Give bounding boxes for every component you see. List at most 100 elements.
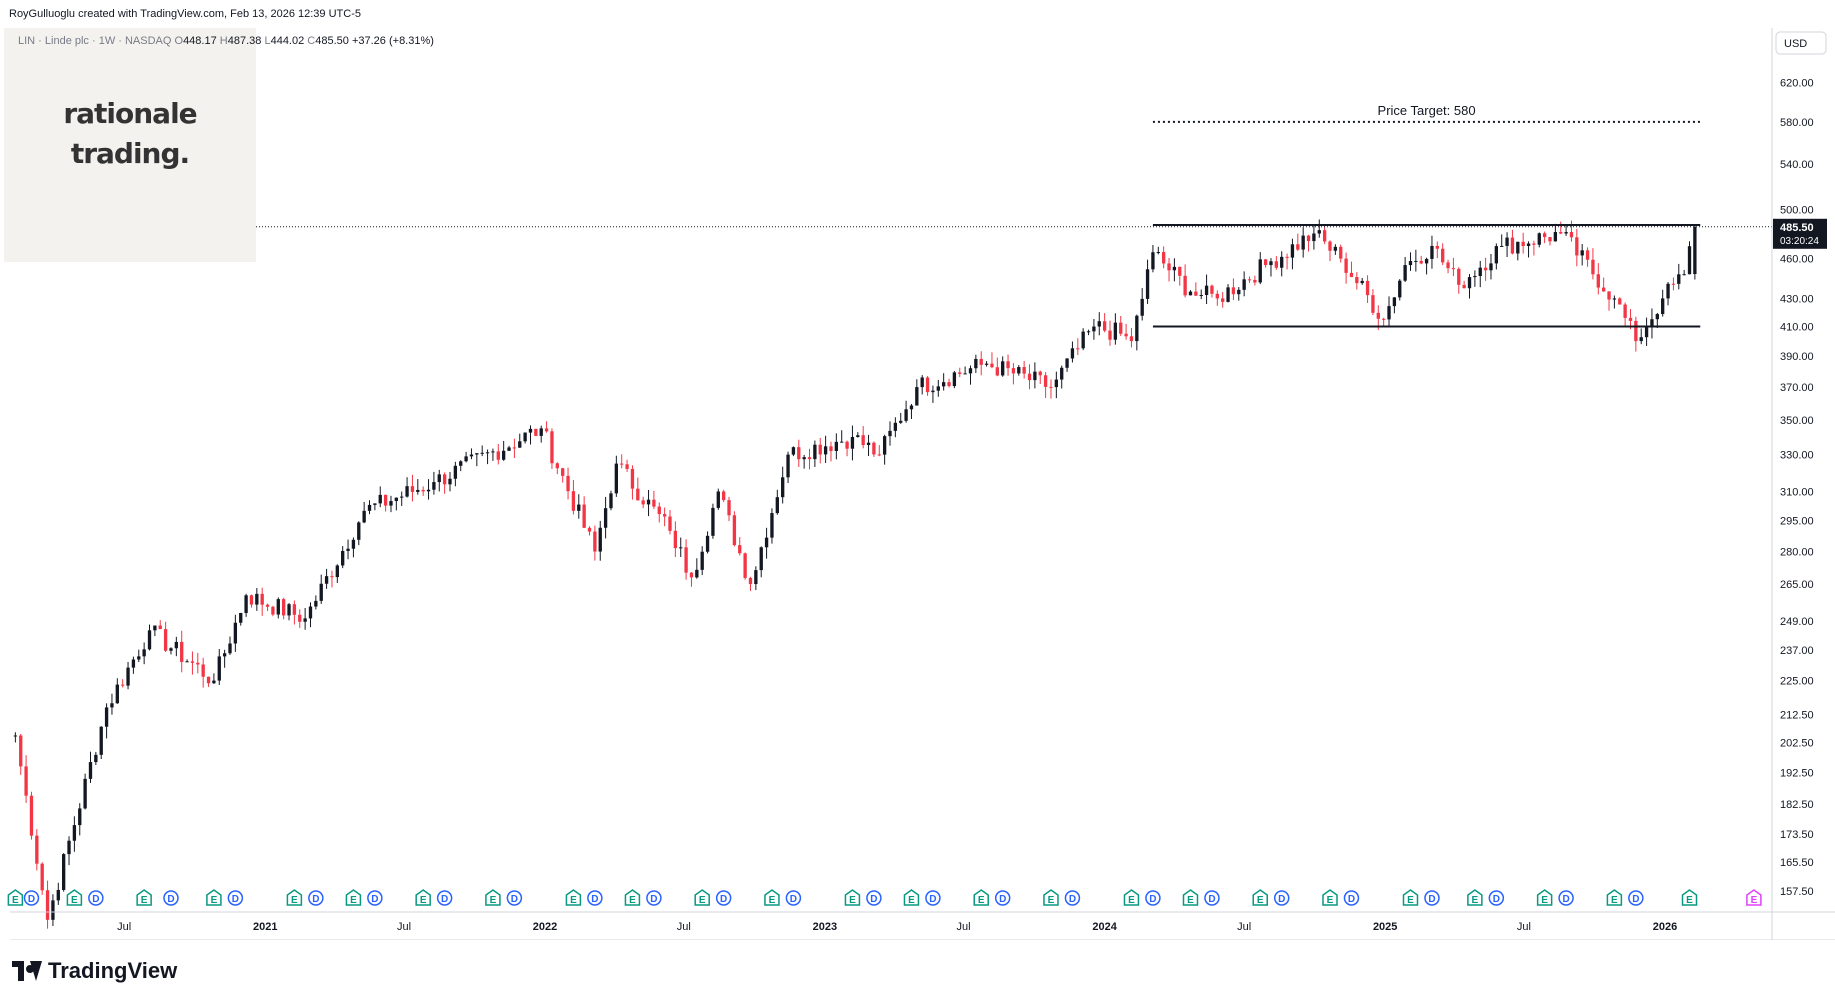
candle-body <box>673 530 678 549</box>
price-tick-label: 390.00 <box>1780 351 1814 363</box>
candle-body <box>1457 268 1461 285</box>
candle-body <box>807 457 812 460</box>
candle-body <box>308 606 313 619</box>
candle-body <box>630 468 635 489</box>
candle-body <box>163 629 168 651</box>
candle-body <box>614 463 619 494</box>
earnings-marker-letter: E <box>420 895 427 906</box>
time-tick-label: 2026 <box>1653 921 1677 933</box>
earnings-marker-icon <box>565 889 582 906</box>
earnings-marker-letter: E <box>1048 895 1055 906</box>
candle-body <box>1537 233 1541 245</box>
earnings-marker-icon <box>1043 889 1059 906</box>
time-tick-label: Jul <box>677 921 691 933</box>
watermark-line2: trading. <box>70 137 190 170</box>
price-tick-label: 310.00 <box>1780 486 1814 498</box>
price-chart[interactable]: Price Target: 580 E D E D E D E D E D E D E D E D E D E D E D… <box>0 0 1835 940</box>
candle-body <box>936 386 940 391</box>
symbol-name: LIN · Linde plc · 1W · NASDAQ <box>18 35 172 47</box>
candle-body <box>984 363 989 365</box>
candle-body <box>1092 326 1096 332</box>
candle-body <box>1188 291 1193 296</box>
candle-body <box>1322 230 1327 242</box>
candle-body <box>1419 260 1423 264</box>
candle-body <box>126 667 130 686</box>
candle-body <box>1317 230 1321 234</box>
earnings-marker-icon <box>973 889 989 906</box>
tradingview-logo[interactable]: TradingView <box>12 958 177 984</box>
candle-body <box>609 493 613 509</box>
earnings-marker-letter: E <box>1751 895 1758 906</box>
price-tick-label: 330.00 <box>1780 450 1814 462</box>
earnings-marker-icon <box>764 889 780 906</box>
candle-body <box>190 661 195 663</box>
candle-body <box>888 430 892 437</box>
candle-body <box>582 504 586 528</box>
candle-body <box>711 507 715 536</box>
dividend-marker-letter: D <box>1278 894 1285 905</box>
earnings-marker-icon <box>844 889 861 906</box>
candle-body <box>346 548 350 551</box>
candle-body <box>1086 331 1091 333</box>
candle-body <box>212 680 216 684</box>
candle-body <box>1360 280 1364 284</box>
candle-body <box>1097 321 1101 327</box>
candle-body <box>657 506 661 515</box>
earnings-marker-letter: E <box>769 895 776 906</box>
candle-body <box>920 377 924 388</box>
dividend-marker-letter: D <box>591 894 598 905</box>
candle-body <box>1172 266 1177 271</box>
candle-body <box>416 489 420 492</box>
candle-body <box>995 367 999 376</box>
candle-body <box>1263 259 1268 266</box>
dividend-marker-icon <box>1145 890 1161 906</box>
candle-body <box>448 478 452 485</box>
candle-body <box>137 656 141 660</box>
candle-body <box>314 600 318 607</box>
dividend-marker-letter: D <box>511 894 518 905</box>
price-tick-label: 410.00 <box>1780 322 1814 334</box>
earnings-marker-letter: E <box>1327 895 1334 906</box>
earnings-marker-letter: E <box>350 895 357 906</box>
earnings-marker-icon <box>694 889 710 906</box>
candle-body <box>1596 274 1600 288</box>
candle-body <box>442 474 447 485</box>
candle-body <box>1312 233 1316 242</box>
earnings-marker-letter: E <box>849 895 856 906</box>
low-value: 444.02 <box>270 35 305 47</box>
price-target-label: Price Target: 580 <box>1378 103 1476 118</box>
candle-body <box>142 649 146 657</box>
candle-body <box>400 496 404 498</box>
price-tick-label: 265.00 <box>1780 579 1814 591</box>
open-value: 448.17 <box>183 35 217 47</box>
candle-body <box>1194 291 1198 296</box>
candle-body <box>1124 333 1128 337</box>
low-label: L <box>264 35 271 47</box>
bar-countdown: 03:20:24 <box>1780 236 1819 247</box>
candle-body <box>925 377 930 393</box>
dividend-marker-icon <box>1558 890 1574 906</box>
candle-body <box>818 444 822 455</box>
candle-body <box>383 494 388 506</box>
currency-button[interactable] <box>1775 31 1827 55</box>
candle-body <box>432 482 436 490</box>
candle-body <box>1430 245 1434 259</box>
dividend-marker-icon <box>1628 890 1644 906</box>
candle-body <box>1585 250 1590 260</box>
candle-body <box>1371 295 1375 313</box>
candle-body <box>437 474 441 483</box>
symbol-legend[interactable]: LIN · Linde plc · 1W · NASDAQ O448.17 H4… <box>18 35 434 47</box>
candle-body <box>1478 267 1482 277</box>
candle-body <box>1328 241 1332 251</box>
candle-body <box>1355 277 1359 284</box>
candle-body <box>1655 314 1659 320</box>
candle-body <box>389 501 393 506</box>
earnings-marker-icon <box>485 889 501 906</box>
candle-body <box>1467 277 1472 289</box>
candle-body <box>797 447 801 460</box>
earnings-marker-letter: E <box>1407 895 1414 906</box>
candle-body <box>244 595 248 613</box>
candle-body <box>1628 317 1633 321</box>
price-tick-label: 540.00 <box>1780 159 1814 171</box>
candle-body <box>1102 321 1107 331</box>
